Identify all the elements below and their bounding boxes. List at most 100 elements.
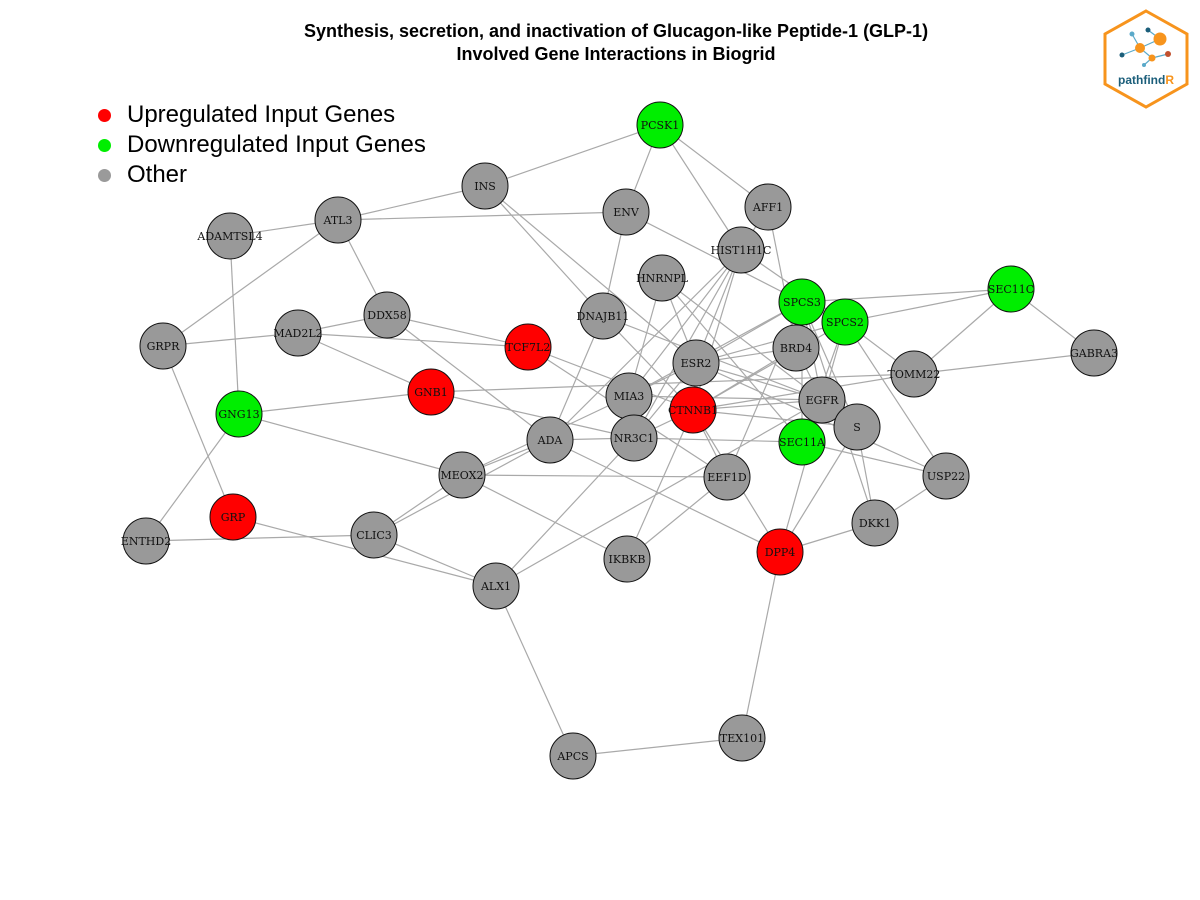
node-adamtsl4[interactable]: ADAMTSL4 <box>196 212 263 260</box>
node-circle-ins[interactable] <box>461 162 509 210</box>
node-sec11c[interactable]: SEC11C <box>987 265 1035 313</box>
node-circle-alx1[interactable] <box>472 562 520 610</box>
edge-atl3-grpr <box>162 219 339 347</box>
node-ins[interactable]: INS <box>461 162 509 210</box>
node-circle-dnajb11[interactable] <box>579 292 627 340</box>
node-circle-gng13[interactable] <box>215 390 263 438</box>
node-circle-meox2[interactable] <box>438 451 486 499</box>
node-circle-hist1h1c[interactable] <box>717 226 765 274</box>
node-ddx58[interactable]: DDX58 <box>363 291 411 339</box>
node-grp[interactable]: GRP <box>209 493 257 541</box>
node-circle-grpr[interactable] <box>139 322 187 370</box>
node-ada[interactable]: ADA <box>526 416 574 464</box>
node-aff1[interactable]: AFF1 <box>744 183 792 231</box>
node-circle-gabra3[interactable] <box>1070 329 1118 377</box>
node-circle-pcsk1[interactable] <box>636 101 684 149</box>
legend-label-other: Other <box>127 161 188 188</box>
node-tcf7l2[interactable]: TCF7L2 <box>504 323 552 371</box>
node-circle-tomm22[interactable] <box>890 350 938 398</box>
node-dkk1[interactable]: DKK1 <box>851 499 899 547</box>
node-apcs[interactable]: APCS <box>549 732 597 780</box>
node-label-dnajb11: DNAJB11 <box>577 310 630 323</box>
edge-hnrnpl-sec11a <box>661 277 803 443</box>
node-ctnnb1[interactable]: CTNNB1 <box>668 386 718 434</box>
node-circle-atl3[interactable] <box>314 196 362 244</box>
edge-ins-dnajb11 <box>484 185 604 317</box>
node-label-tomm22: TOMM22 <box>888 368 941 381</box>
node-ikbkb[interactable]: IKBKB <box>603 535 651 583</box>
node-circle-ikbkb[interactable] <box>603 535 651 583</box>
node-esr2[interactable]: ESR2 <box>672 339 720 387</box>
node-circle-mad2l2[interactable] <box>274 309 322 357</box>
node-spcs3[interactable]: SPCS3 <box>778 278 826 326</box>
node-circle-s[interactable] <box>833 403 881 451</box>
node-circle-clic3[interactable] <box>350 511 398 559</box>
edge-atl3-env <box>337 211 627 221</box>
node-tomm22[interactable]: TOMM22 <box>888 350 941 398</box>
node-gng13[interactable]: GNG13 <box>215 390 263 438</box>
node-circle-esr2[interactable] <box>672 339 720 387</box>
node-circle-tex101[interactable] <box>718 714 766 762</box>
node-circle-sec11a[interactable] <box>778 418 826 466</box>
node-circle-nr3c1[interactable] <box>610 414 658 462</box>
node-clic3[interactable]: CLIC3 <box>350 511 398 559</box>
node-circle-sec11c[interactable] <box>987 265 1035 313</box>
edge-usp22-sec11a <box>801 441 947 477</box>
node-mad2l2[interactable]: MAD2L2 <box>273 309 323 357</box>
node-circle-gnb1[interactable] <box>407 368 455 416</box>
node-hist1h1c[interactable]: HIST1H1C <box>711 226 772 274</box>
node-mia3[interactable]: MIA3 <box>605 372 653 420</box>
node-pcsk1[interactable]: PCSK1 <box>636 101 684 149</box>
edge-hist1h1c-mia3 <box>628 249 742 397</box>
node-circle-ada[interactable] <box>526 416 574 464</box>
node-alx1[interactable]: ALX1 <box>472 562 520 610</box>
node-circle-usp22[interactable] <box>922 452 970 500</box>
node-label-spcs2: SPCS2 <box>826 316 864 329</box>
node-circle-grp[interactable] <box>209 493 257 541</box>
node-circle-adamtsl4[interactable] <box>206 212 254 260</box>
node-label-grp: GRP <box>221 511 246 524</box>
node-circle-spcs3[interactable] <box>778 278 826 326</box>
node-usp22[interactable]: USP22 <box>922 452 970 500</box>
edge-eef1d-meox2 <box>461 474 728 478</box>
node-circle-brd4[interactable] <box>772 324 820 372</box>
node-gabra3[interactable]: GABRA3 <box>1070 329 1118 377</box>
node-egfr[interactable]: EGFR <box>798 376 846 424</box>
edge-adamtsl4-gng13 <box>229 235 240 415</box>
node-circle-dkk1[interactable] <box>851 499 899 547</box>
node-circle-egfr[interactable] <box>798 376 846 424</box>
node-circle-ctnnb1[interactable] <box>669 386 717 434</box>
node-grpr[interactable]: GRPR <box>139 322 187 370</box>
node-nr3c1[interactable]: NR3C1 <box>610 414 658 462</box>
node-gnb1[interactable]: GNB1 <box>407 368 455 416</box>
edge-pcsk1-hist1h1c <box>659 124 742 251</box>
node-hnrnpl[interactable]: HNRNPL <box>636 254 689 302</box>
node-dnajb11[interactable]: DNAJB11 <box>577 292 630 340</box>
node-circle-hnrnpl[interactable] <box>638 254 686 302</box>
node-circle-aff1[interactable] <box>744 183 792 231</box>
node-label-gng13: GNG13 <box>218 408 259 421</box>
node-circle-spcs2[interactable] <box>821 298 869 346</box>
node-meox2[interactable]: MEOX2 <box>438 451 486 499</box>
node-dpp4[interactable]: DPP4 <box>756 528 804 576</box>
edge-s-dpp4 <box>779 426 858 553</box>
node-s[interactable]: S <box>833 403 881 451</box>
node-sec11a[interactable]: SEC11A <box>778 418 826 466</box>
node-circle-ddx58[interactable] <box>363 291 411 339</box>
node-circle-enthd2[interactable] <box>122 517 170 565</box>
node-circle-eef1d[interactable] <box>703 453 751 501</box>
node-tex101[interactable]: TEX101 <box>718 714 766 762</box>
node-env[interactable]: ENV <box>602 188 650 236</box>
node-atl3[interactable]: ATL3 <box>314 196 362 244</box>
node-circle-tcf7l2[interactable] <box>504 323 552 371</box>
node-spcs2[interactable]: SPCS2 <box>821 298 869 346</box>
node-label-enthd2: ENTHD2 <box>121 535 171 548</box>
node-circle-apcs[interactable] <box>549 732 597 780</box>
node-eef1d[interactable]: EEF1D <box>703 453 751 501</box>
node-enthd2[interactable]: ENTHD2 <box>121 517 171 565</box>
logo-text-accent: R <box>1165 73 1174 87</box>
node-circle-env[interactable] <box>602 188 650 236</box>
node-circle-dpp4[interactable] <box>756 528 804 576</box>
edge-spcs2-esr2 <box>695 321 846 364</box>
node-brd4[interactable]: BRD4 <box>772 324 820 372</box>
